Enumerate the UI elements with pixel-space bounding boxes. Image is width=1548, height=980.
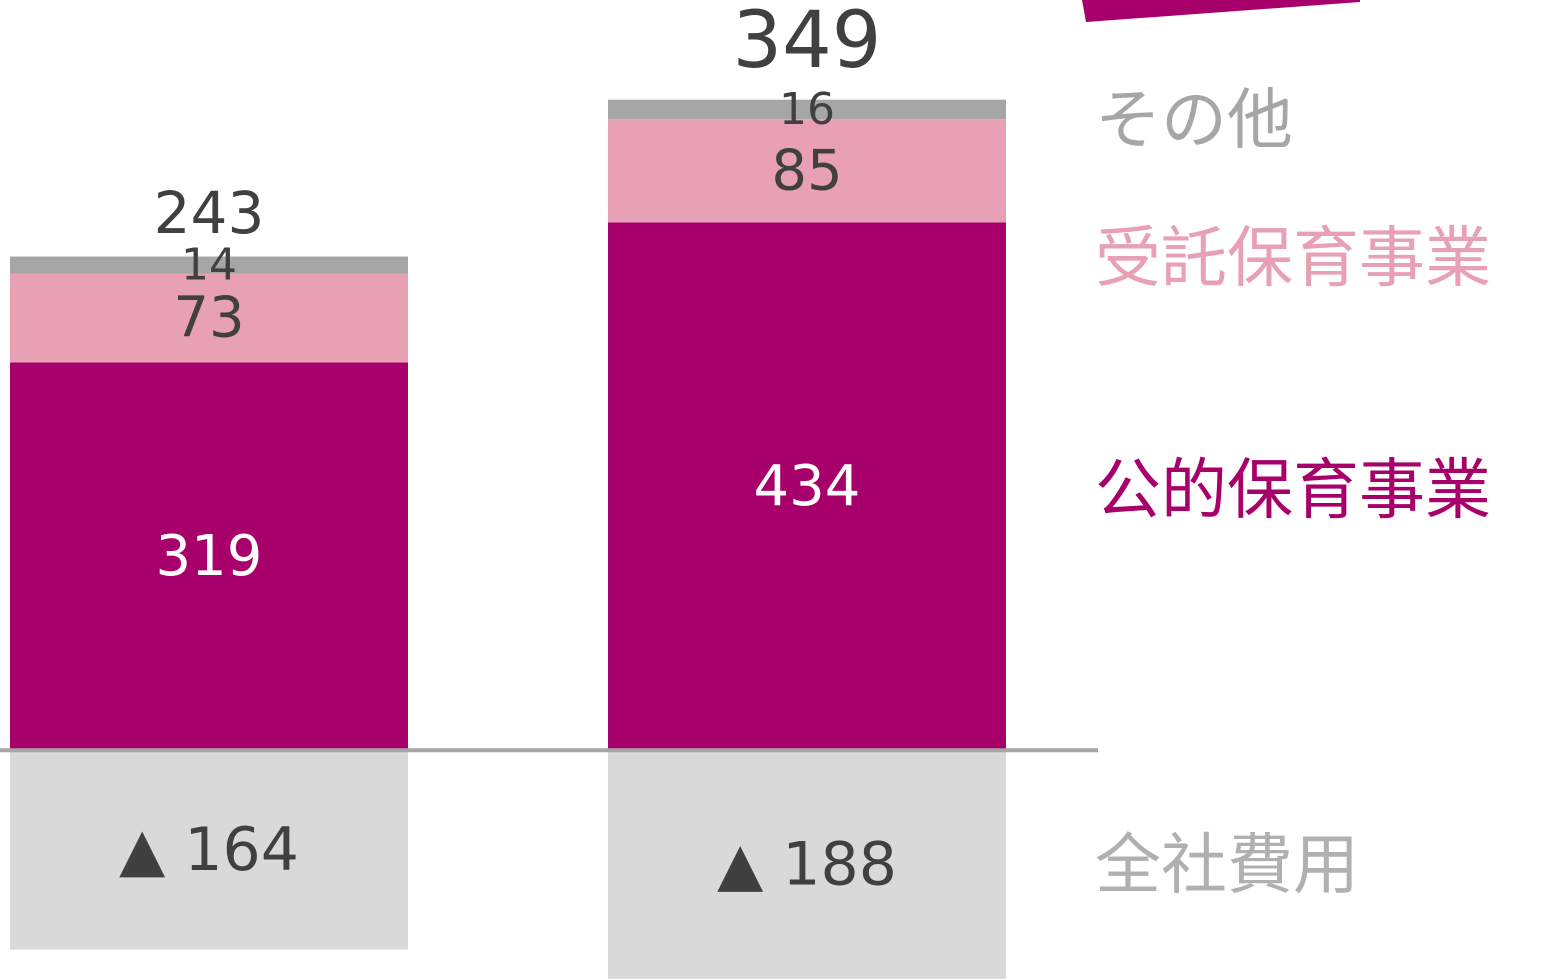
data-label: 434	[754, 454, 861, 519]
bar-segment	[608, 99, 1006, 120]
legend-label: 全社費用	[1095, 827, 1359, 904]
decoration	[1082, 0, 1360, 22]
legend-label: 受託保育事業	[1095, 220, 1491, 297]
bar-segment	[608, 119, 1006, 223]
bar-segment	[608, 222, 1006, 751]
legend-label: 公的保育事業	[1095, 452, 1491, 529]
data-label: 85	[771, 138, 842, 203]
bar-segment	[608, 750, 1006, 979]
total-label: 243	[154, 179, 265, 247]
legend-label: その他	[1095, 82, 1293, 159]
total-label: 349	[733, 0, 882, 86]
data-label: ▲ 188	[717, 829, 897, 899]
bar-segment	[10, 362, 408, 751]
data-label: 319	[156, 524, 263, 589]
bar-segment	[10, 273, 408, 363]
data-label: 73	[173, 285, 244, 350]
data-label: ▲ 164	[119, 815, 299, 885]
bar-segment	[10, 256, 408, 274]
data-label: 14	[181, 240, 237, 291]
data-label: 16	[779, 84, 835, 135]
bar-segment	[10, 750, 408, 950]
